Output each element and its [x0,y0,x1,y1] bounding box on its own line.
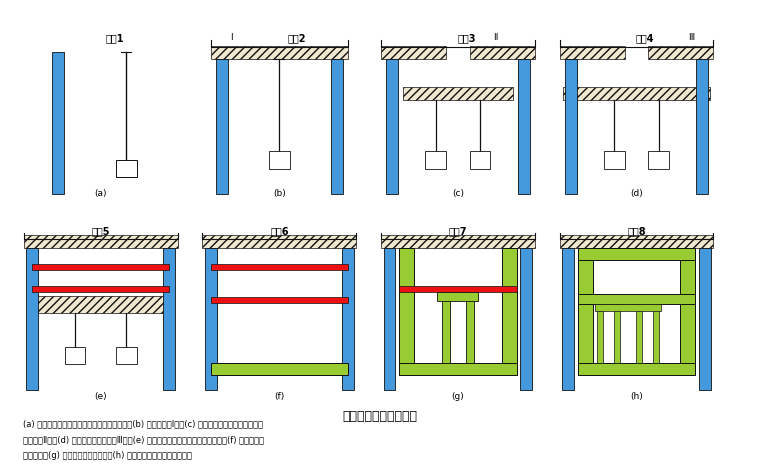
Bar [27,248,38,390]
Bar [211,363,348,375]
Text: (e): (e) [94,392,107,401]
Bar [399,248,414,375]
Bar [65,347,85,364]
Bar [604,151,625,168]
Text: Ⅱ: Ⅱ [493,33,498,43]
Bar [578,294,695,304]
Bar [562,248,574,390]
Bar [559,235,714,248]
Bar [32,296,169,313]
Bar [163,248,175,390]
Bar [614,308,620,363]
Bar [381,235,535,248]
Bar [648,151,669,168]
Text: (a): (a) [94,189,107,198]
Bar [399,363,517,375]
Bar [211,363,348,375]
Text: 步骤3: 步骤3 [458,33,476,44]
Bar [211,264,348,270]
Text: (f): (f) [274,392,284,401]
Bar [205,248,217,390]
Bar [680,248,695,375]
Bar [24,235,178,248]
Bar [696,59,708,194]
Bar [216,59,228,194]
Text: (a) 构筑连续墙中间支承桩及临时性挡土设备；(b) 构筑顶板（Ⅰ）；(c) 打设中间桩、临时性挡土及构: (a) 构筑连续墙中间支承桩及临时性挡土设备；(b) 构筑顶板（Ⅰ）；(c) 打… [23,420,263,429]
Text: 步骤4: 步骤4 [636,33,654,44]
Text: 构筑底板；(g) 构筑侧墙、柱及楼板；(h) 构筑侧墙及内部之其余结构物: 构筑底板；(g) 构筑侧墙、柱及楼板；(h) 构筑侧墙及内部之其余结构物 [23,451,192,460]
Bar [559,46,625,59]
Bar [594,304,661,311]
Text: 步骤7: 步骤7 [448,226,467,236]
Text: (g): (g) [451,392,464,401]
Bar [269,151,290,168]
Bar [578,248,593,375]
Bar [32,287,169,293]
Text: Ⅰ: Ⅰ [230,33,233,43]
Text: (h): (h) [630,392,643,401]
Text: 步骤6: 步骤6 [270,226,289,236]
Bar [578,248,695,260]
Bar [578,363,695,375]
Bar [32,264,169,270]
Bar [636,308,642,363]
Bar [116,160,137,177]
Bar [211,297,348,303]
Bar [470,151,490,168]
Bar [518,59,530,194]
Bar [466,297,474,363]
Text: Ⅲ: Ⅲ [688,33,695,43]
Bar [202,235,356,248]
Text: 步骤5: 步骤5 [91,226,110,236]
Bar [470,46,535,59]
Text: (b): (b) [273,189,286,198]
Bar [502,248,517,375]
Bar [653,308,659,363]
Text: 步骤8: 步骤8 [627,226,646,236]
Text: (c): (c) [452,189,464,198]
Bar [438,293,479,301]
Bar [211,46,348,59]
Bar [52,52,64,194]
Text: 筑顶板（Ⅱ）；(d) 构筑连续墙及顶板（Ⅲ）；(e) 依序向下开挖及逐层安装水平支撑；(f) 向下开挖、: 筑顶板（Ⅱ）；(d) 构筑连续墙及顶板（Ⅲ）；(e) 依序向下开挖及逐层安装水平… [23,435,264,444]
Bar [381,46,446,59]
Text: 步骤1: 步骤1 [105,33,124,44]
Bar [399,287,517,293]
Bar [403,87,512,100]
Text: 步骤2: 步骤2 [287,33,306,44]
Bar [386,59,398,194]
Bar [442,297,450,363]
Text: 盖挖半逆作法施工流程: 盖挖半逆作法施工流程 [343,410,417,424]
Text: (d): (d) [630,189,643,198]
Bar [342,248,353,390]
Bar [648,46,714,59]
Bar [597,308,603,363]
Bar [563,87,710,100]
Bar [331,59,343,194]
Bar [521,248,532,390]
Bar [565,59,577,194]
Bar [699,248,711,390]
Bar [384,248,395,390]
Bar [116,347,137,364]
Bar [426,151,446,168]
